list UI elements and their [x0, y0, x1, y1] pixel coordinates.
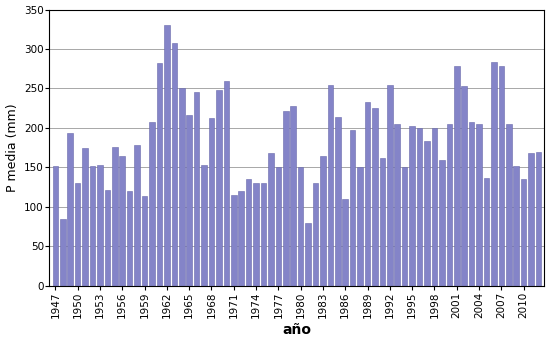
Bar	[53, 166, 58, 286]
Bar	[75, 183, 80, 286]
Bar	[394, 124, 400, 286]
Bar	[476, 124, 482, 286]
Bar	[387, 84, 393, 286]
Bar	[127, 191, 133, 286]
Bar	[208, 118, 214, 286]
Bar	[536, 152, 541, 286]
Bar	[157, 63, 162, 286]
Bar	[149, 122, 155, 286]
Bar	[483, 178, 490, 286]
Bar	[521, 179, 526, 286]
Bar	[447, 124, 452, 286]
Bar	[119, 156, 125, 286]
Bar	[112, 147, 118, 286]
Bar	[60, 219, 65, 286]
Bar	[461, 86, 467, 286]
Bar	[454, 67, 459, 286]
Bar	[313, 183, 318, 286]
Bar	[246, 179, 251, 286]
Bar	[513, 166, 519, 286]
Bar	[529, 153, 534, 286]
Bar	[82, 148, 88, 286]
Y-axis label: P media (mm): P media (mm)	[6, 103, 19, 192]
Bar	[179, 88, 184, 286]
Bar	[365, 102, 370, 286]
Bar	[379, 158, 385, 286]
Bar	[216, 90, 222, 286]
Bar	[231, 195, 236, 286]
Bar	[439, 159, 444, 286]
Bar	[320, 156, 326, 286]
Bar	[104, 190, 110, 286]
Bar	[201, 165, 207, 286]
Bar	[290, 106, 296, 286]
Bar	[253, 183, 259, 286]
Bar	[305, 223, 311, 286]
Bar	[97, 165, 103, 286]
Bar	[343, 199, 348, 286]
Bar	[142, 196, 147, 286]
Bar	[268, 153, 274, 286]
Bar	[350, 130, 355, 286]
Bar	[506, 124, 512, 286]
Bar	[328, 85, 333, 286]
Bar	[134, 145, 140, 286]
Bar	[238, 191, 244, 286]
Bar	[432, 128, 437, 286]
Bar	[68, 133, 73, 286]
Bar	[491, 62, 497, 286]
Bar	[90, 166, 95, 286]
Bar	[283, 110, 289, 286]
Bar	[469, 122, 475, 286]
Bar	[194, 92, 199, 286]
Bar	[372, 108, 378, 286]
Bar	[402, 167, 408, 286]
Bar	[409, 126, 415, 286]
Bar	[358, 167, 363, 286]
Bar	[498, 66, 504, 286]
Bar	[298, 167, 304, 286]
Bar	[424, 141, 430, 286]
Bar	[186, 115, 192, 286]
Bar	[276, 167, 281, 286]
X-axis label: año: año	[283, 323, 311, 338]
Bar	[223, 81, 229, 286]
Bar	[417, 128, 422, 286]
Bar	[172, 44, 177, 286]
Bar	[335, 117, 340, 286]
Bar	[261, 183, 266, 286]
Bar	[164, 25, 169, 286]
